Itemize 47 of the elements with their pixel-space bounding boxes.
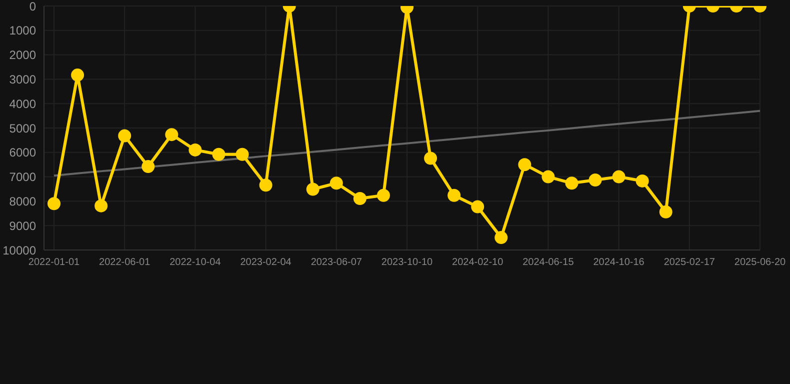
y-tick-label: 9000 [9,218,36,233]
x-tick-label: 2022-06-01 [99,257,151,268]
line-series [53,110,761,177]
x-tick-label: 2024-06-15 [522,257,574,268]
point [494,231,508,244]
point [353,192,366,206]
y-tick-label: 5000 [9,121,36,136]
x-tick-label: 2024-10-16 [593,257,645,268]
y-tick-label: 4000 [9,96,36,111]
y-tick-label: 1000 [9,24,36,38]
x-tick-label: 2025-06-20 [734,257,786,268]
x-tick-label: 2024-02-10 [452,257,504,268]
point [565,176,578,190]
point [376,188,390,202]
y-tick-label: 6000 [9,146,36,160]
point [542,170,555,184]
point [259,178,272,192]
point [118,129,132,142]
x-tick-label: 2023-10-10 [381,257,434,268]
y-tick-label: 2000 [9,48,36,62]
point [424,152,438,165]
x-tick-label: 2025-02-17 [664,257,716,268]
x-tick-label: 2022-01-01 [28,257,80,268]
x-tick-label: 2023-06-07 [310,257,362,268]
point [612,170,626,184]
point [142,160,155,174]
point [212,148,226,161]
y-tick-label: 8000 [9,194,36,208]
point [48,197,60,210]
y-tick-label: 10000 [2,243,36,258]
y-tick-label: 3000 [9,72,36,86]
point [448,188,461,202]
y-tick-label: 7000 [9,170,36,184]
point [236,148,249,161]
point [165,128,178,142]
x-tick-label: 2023-02-04 [240,257,292,268]
x-tick-label: 2022-10-04 [170,257,222,268]
y-tick-label: 0 [29,0,36,14]
point [330,176,343,190]
point [471,200,484,214]
point [306,182,320,196]
point [659,205,672,218]
point [518,158,532,172]
point [588,173,602,186]
point [94,199,108,212]
point [188,143,202,156]
point [636,174,649,188]
